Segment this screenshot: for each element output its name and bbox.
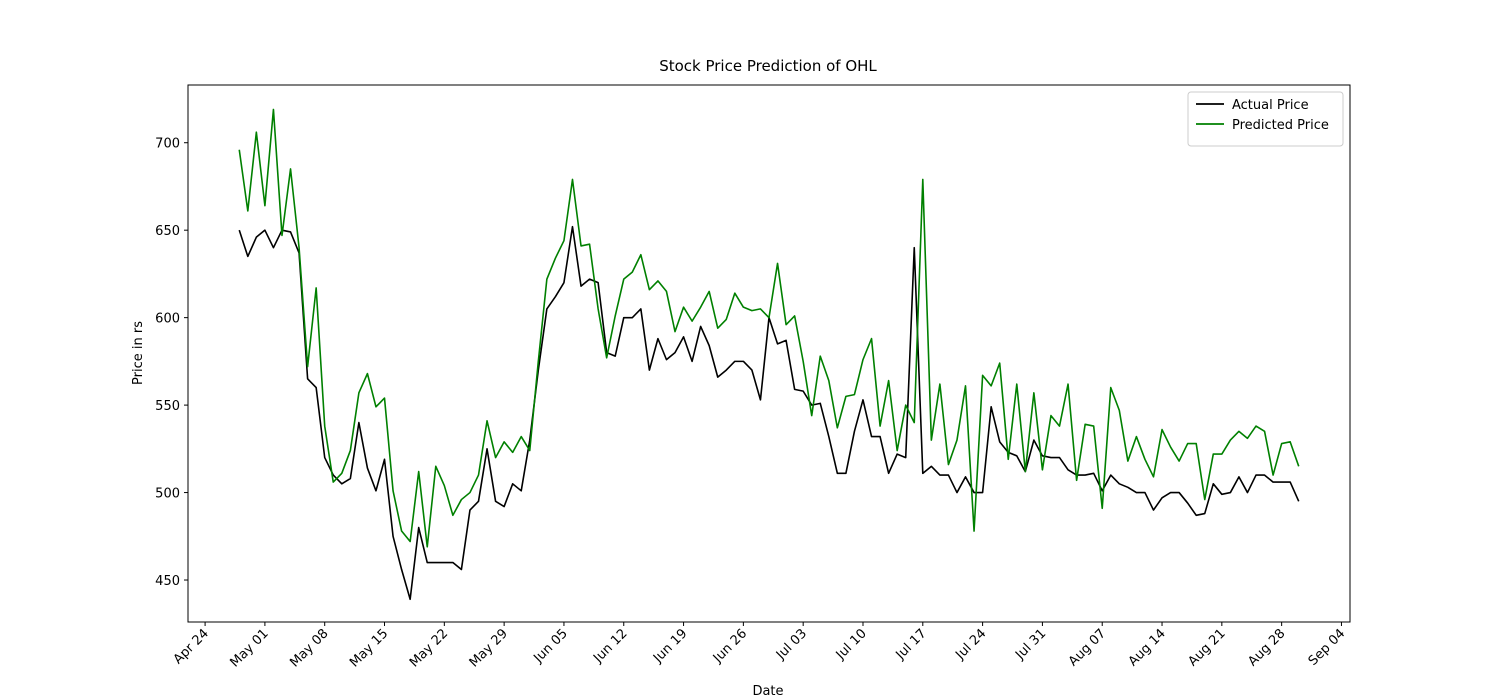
series-line [238,108,1300,548]
plot-frame [187,84,1351,623]
y-tick-label: 650 [155,224,180,239]
y-tick-label: 450 [155,574,180,589]
legend-label: Actual Price [1232,98,1309,113]
y-tick-label: 600 [155,312,180,327]
y-tick-label: 550 [155,399,180,414]
legend-box [1187,91,1344,147]
x-axis-label: Date [752,684,783,699]
y-tick-label: 700 [155,137,180,152]
legend-label: Predicted Price [1232,118,1329,133]
chart-title: Stock Price Prediction of OHL [659,57,877,75]
legend: Actual Price Predicted Price [1187,91,1344,147]
y-axis-label: Price in rs [131,321,146,385]
y-tick-label: 500 [155,487,180,502]
